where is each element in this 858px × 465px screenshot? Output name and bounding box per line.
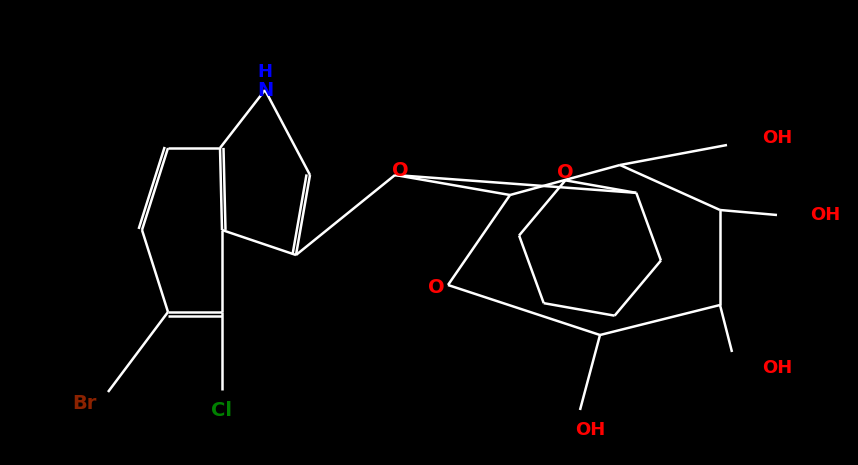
- Text: N: N: [257, 80, 273, 100]
- Text: Cl: Cl: [212, 400, 233, 419]
- Text: O: O: [427, 278, 444, 297]
- Text: O: O: [557, 163, 574, 182]
- Text: OH: OH: [575, 421, 605, 439]
- Text: OH: OH: [810, 206, 840, 224]
- Text: OH: OH: [762, 359, 792, 377]
- Text: Br: Br: [72, 393, 96, 412]
- Text: H: H: [257, 63, 273, 81]
- Text: O: O: [392, 160, 408, 179]
- Text: OH: OH: [762, 129, 792, 147]
